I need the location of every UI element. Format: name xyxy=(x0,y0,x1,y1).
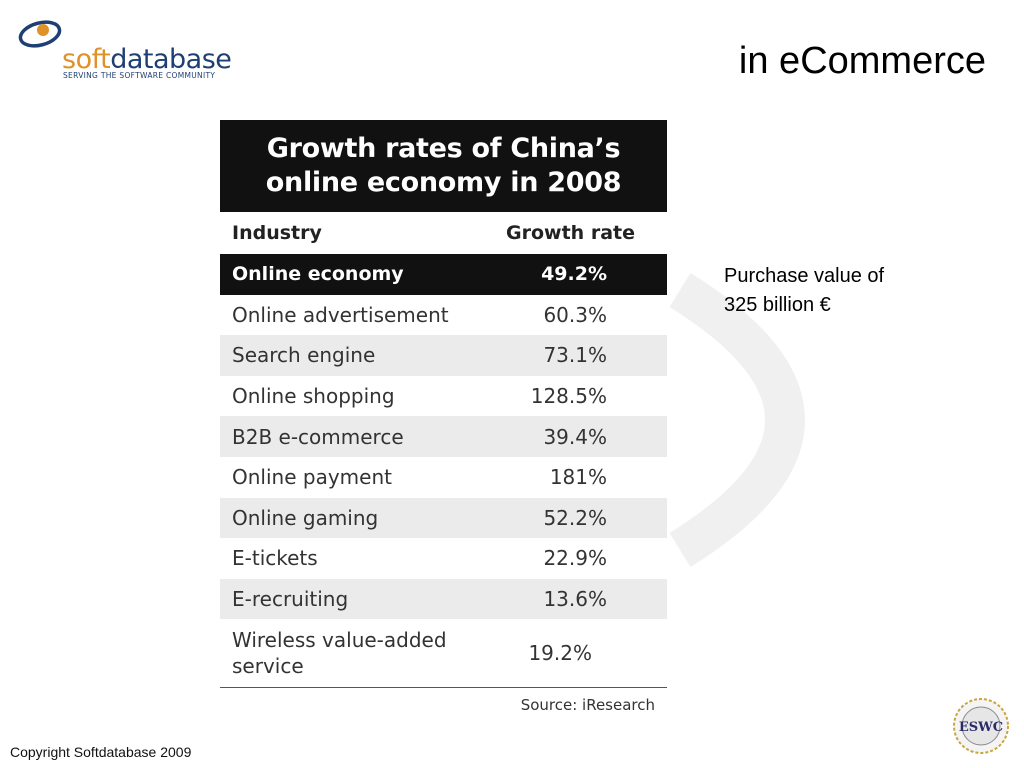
softdatabase-logo: softdatabase SERVING THE SOFTWARE COMMUN… xyxy=(18,14,238,84)
orbit-logo-icon xyxy=(18,20,62,48)
industry-cell: Wireless value-added service xyxy=(232,628,447,679)
industry-cell: E-recruiting xyxy=(232,587,349,612)
purchase-value-note: Purchase value of 325 billion € xyxy=(724,262,884,320)
table-row: Online economy 49.2% xyxy=(220,254,667,295)
growth-rate-table: Growth rates of China’s online economy i… xyxy=(220,120,667,714)
industry-cell: E-tickets xyxy=(232,546,318,571)
logo-wordmark: softdatabase xyxy=(62,44,232,75)
growth-cell: 52.2% xyxy=(543,505,607,530)
logo-tagline: SERVING THE SOFTWARE COMMUNITY xyxy=(63,71,216,80)
column-header-industry: Industry xyxy=(232,222,322,244)
table-source: Source: iResearch xyxy=(520,696,655,715)
column-header-growth-rate: Growth rate xyxy=(506,222,635,244)
table-row: E-recruiting 13.6% xyxy=(220,578,667,620)
logo-text-soft: soft xyxy=(62,44,111,75)
copyright-footer: Copyright Softdatabase 2009 xyxy=(10,744,192,760)
growth-cell: 49.2% xyxy=(541,263,607,286)
seal-text: ESWC xyxy=(959,720,1003,735)
industry-cell: Online economy xyxy=(232,263,404,286)
table-row: Wireless value-added service 19.2% xyxy=(220,619,667,689)
note-line-1: Purchase value of xyxy=(724,265,885,287)
table-title: Growth rates of China’s online economy i… xyxy=(220,120,667,212)
industry-cell: Online shopping xyxy=(232,384,395,409)
table-row: Online payment 181% xyxy=(220,457,667,498)
table-row: Online shopping 128.5% xyxy=(220,376,667,417)
logo-text-database: database xyxy=(110,44,232,75)
industry-cell: Online payment xyxy=(232,465,392,490)
growth-cell: 22.9% xyxy=(543,546,607,571)
growth-cell: 181% xyxy=(549,465,607,490)
industry-cell: B2B e-commerce xyxy=(232,424,404,449)
industry-cell: Online gaming xyxy=(232,505,379,530)
growth-cell: 128.5% xyxy=(530,384,607,409)
table-header-row: Industry Growth rate xyxy=(220,212,667,254)
table-row: Search engine 73.1% xyxy=(220,335,667,376)
growth-cell: 19.2% xyxy=(528,641,592,666)
table-title-line2: online economy in 2008 xyxy=(265,167,622,198)
watermark-arc xyxy=(669,272,805,568)
slide-title: in eCommerce xyxy=(738,40,986,82)
table-row: Online gaming 52.2% xyxy=(220,497,667,539)
growth-cell: 13.6% xyxy=(543,587,607,612)
industry-cell: Search engine xyxy=(232,343,376,368)
eswc-seal-icon: ESWC xyxy=(953,698,1009,754)
growth-cell: 60.3% xyxy=(543,302,607,327)
table-row: E-tickets 22.9% xyxy=(220,538,667,579)
industry-cell: Online advertisement xyxy=(232,302,449,327)
table-title-line1: Growth rates of China’s xyxy=(266,133,621,164)
growth-cell: 39.4% xyxy=(543,424,607,449)
table-row: B2B e-commerce 39.4% xyxy=(220,416,667,457)
note-line-2: 325 billion € xyxy=(724,294,831,316)
table-row: Online advertisement 60.3% xyxy=(220,295,667,336)
growth-cell: 73.1% xyxy=(543,343,607,368)
